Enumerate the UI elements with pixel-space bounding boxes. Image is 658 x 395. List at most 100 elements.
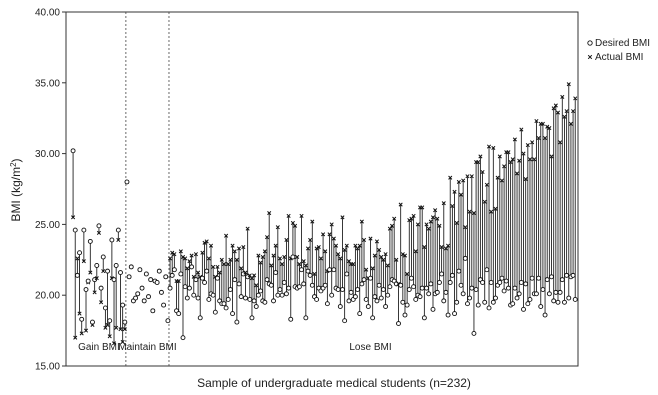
actual-bmi-point xyxy=(316,245,321,250)
actual-bmi-point xyxy=(357,243,362,248)
actual-bmi-point xyxy=(478,154,483,159)
actual-bmi-point xyxy=(202,240,207,245)
actual-bmi-point xyxy=(282,254,287,260)
desired-bmi-point xyxy=(383,304,389,309)
actual-bmi-point xyxy=(394,257,399,262)
desired-bmi-point xyxy=(83,287,89,292)
desired-bmi-point xyxy=(527,296,533,302)
actual-bmi-point xyxy=(527,157,533,162)
actual-bmi-point xyxy=(305,246,311,251)
desired-bmi-point xyxy=(305,268,311,274)
desired-bmi-point xyxy=(559,277,565,283)
actual-bmi-point xyxy=(321,232,326,237)
actual-bmi-point xyxy=(208,243,214,248)
actual-bmi-point xyxy=(236,246,242,251)
actual-bmi-point xyxy=(499,178,505,183)
desired-bmi-point xyxy=(404,302,410,308)
desired-bmi-point xyxy=(413,296,419,302)
desired-bmi-point xyxy=(564,272,570,278)
actual-bmi-point xyxy=(176,278,181,284)
desired-bmi-point xyxy=(169,272,175,278)
desired-bmi-point xyxy=(385,292,391,298)
actual-bmi-point xyxy=(178,249,183,254)
desired-bmi-point xyxy=(428,281,434,287)
desired-bmi-point xyxy=(557,289,563,295)
actual-bmi-point xyxy=(398,202,403,207)
desired-bmi-point xyxy=(309,282,315,288)
desired-bmi-point xyxy=(419,285,425,291)
actual-bmi-point xyxy=(536,135,541,141)
desired-bmi-point xyxy=(191,292,197,298)
actual-bmi-point xyxy=(264,235,270,240)
actual-bmi-point xyxy=(377,247,382,252)
desired-bmi-point xyxy=(456,268,462,274)
desired-bmi-point xyxy=(146,294,151,300)
desired-bmi-point xyxy=(163,274,169,280)
actual-bmi-point xyxy=(232,249,237,254)
desired-bmi-point xyxy=(223,305,229,311)
actual-bmi-point xyxy=(228,257,233,262)
desired-bmi-point xyxy=(518,280,524,285)
desired-bmi-point xyxy=(148,277,154,283)
actual-bmi-point xyxy=(230,243,235,248)
desired-bmi-point xyxy=(210,292,216,298)
desired-bmi-point xyxy=(490,299,496,305)
actual-bmi-point xyxy=(415,222,420,227)
actual-bmi-point xyxy=(502,164,507,169)
desired-bmi-point xyxy=(72,227,78,233)
actual-bmi-point xyxy=(219,257,224,262)
actual-bmi-point xyxy=(534,118,539,124)
actual-bmi-point xyxy=(327,232,332,237)
actual-bmi-point xyxy=(446,243,451,248)
actual-bmi-point xyxy=(206,256,211,261)
desired-bmi-point xyxy=(501,288,507,294)
data-marks xyxy=(70,82,578,346)
actual-bmi-point xyxy=(243,270,248,275)
actual-bmi-point xyxy=(482,199,487,204)
desired-bmi-point xyxy=(363,296,369,302)
actual-bmi-point xyxy=(519,127,524,132)
actual-bmi-point xyxy=(172,252,177,257)
actual-bmi-point xyxy=(497,154,502,159)
actual-bmi-point xyxy=(271,253,276,258)
desired-bmi-point xyxy=(348,289,354,295)
desired-bmi-point xyxy=(462,255,468,261)
actual-bmi-point xyxy=(286,213,291,218)
actual-bmi-point xyxy=(402,253,408,258)
desired-bmi-point xyxy=(184,295,190,301)
desired-bmi-point xyxy=(359,281,365,287)
actual-bmi-point xyxy=(310,219,315,224)
actual-bmi-point xyxy=(558,140,563,145)
actual-bmi-point xyxy=(254,283,259,288)
desired-bmi-point xyxy=(551,298,557,304)
desired-bmi-point xyxy=(538,304,544,309)
actual-bmi-point xyxy=(329,222,334,227)
desired-bmi-point xyxy=(92,277,98,283)
desired-bmi-point xyxy=(400,299,406,305)
actual-bmi-point xyxy=(71,215,76,220)
desired-bmi-point xyxy=(458,282,464,288)
actual-bmi-point xyxy=(411,213,416,218)
desired-bmi-point xyxy=(273,270,279,275)
actual-bmi-point xyxy=(200,250,205,255)
desired-bmi-point xyxy=(290,254,296,260)
desired-bmi-point xyxy=(243,295,248,301)
desired-bmi-point xyxy=(499,275,505,281)
actual-bmi-point xyxy=(491,145,496,150)
actual-bmi-point xyxy=(437,223,442,228)
actual-bmi-point xyxy=(338,256,343,261)
desired-bmi-point xyxy=(424,285,429,291)
desired-bmi-point xyxy=(165,318,171,324)
actual-bmi-point xyxy=(180,254,186,260)
desired-bmi-point xyxy=(113,263,119,268)
actual-bmi-point xyxy=(114,325,119,330)
desired-bmi-point xyxy=(533,291,539,297)
actual-bmi-point xyxy=(280,261,285,267)
region-label: Lose BMI xyxy=(349,342,391,353)
actual-bmi-point xyxy=(303,263,308,268)
actual-bmi-point xyxy=(215,264,220,269)
desired-bmi-point xyxy=(480,280,486,285)
desired-bmi-point xyxy=(268,282,274,288)
actual-bmi-point xyxy=(428,219,433,224)
